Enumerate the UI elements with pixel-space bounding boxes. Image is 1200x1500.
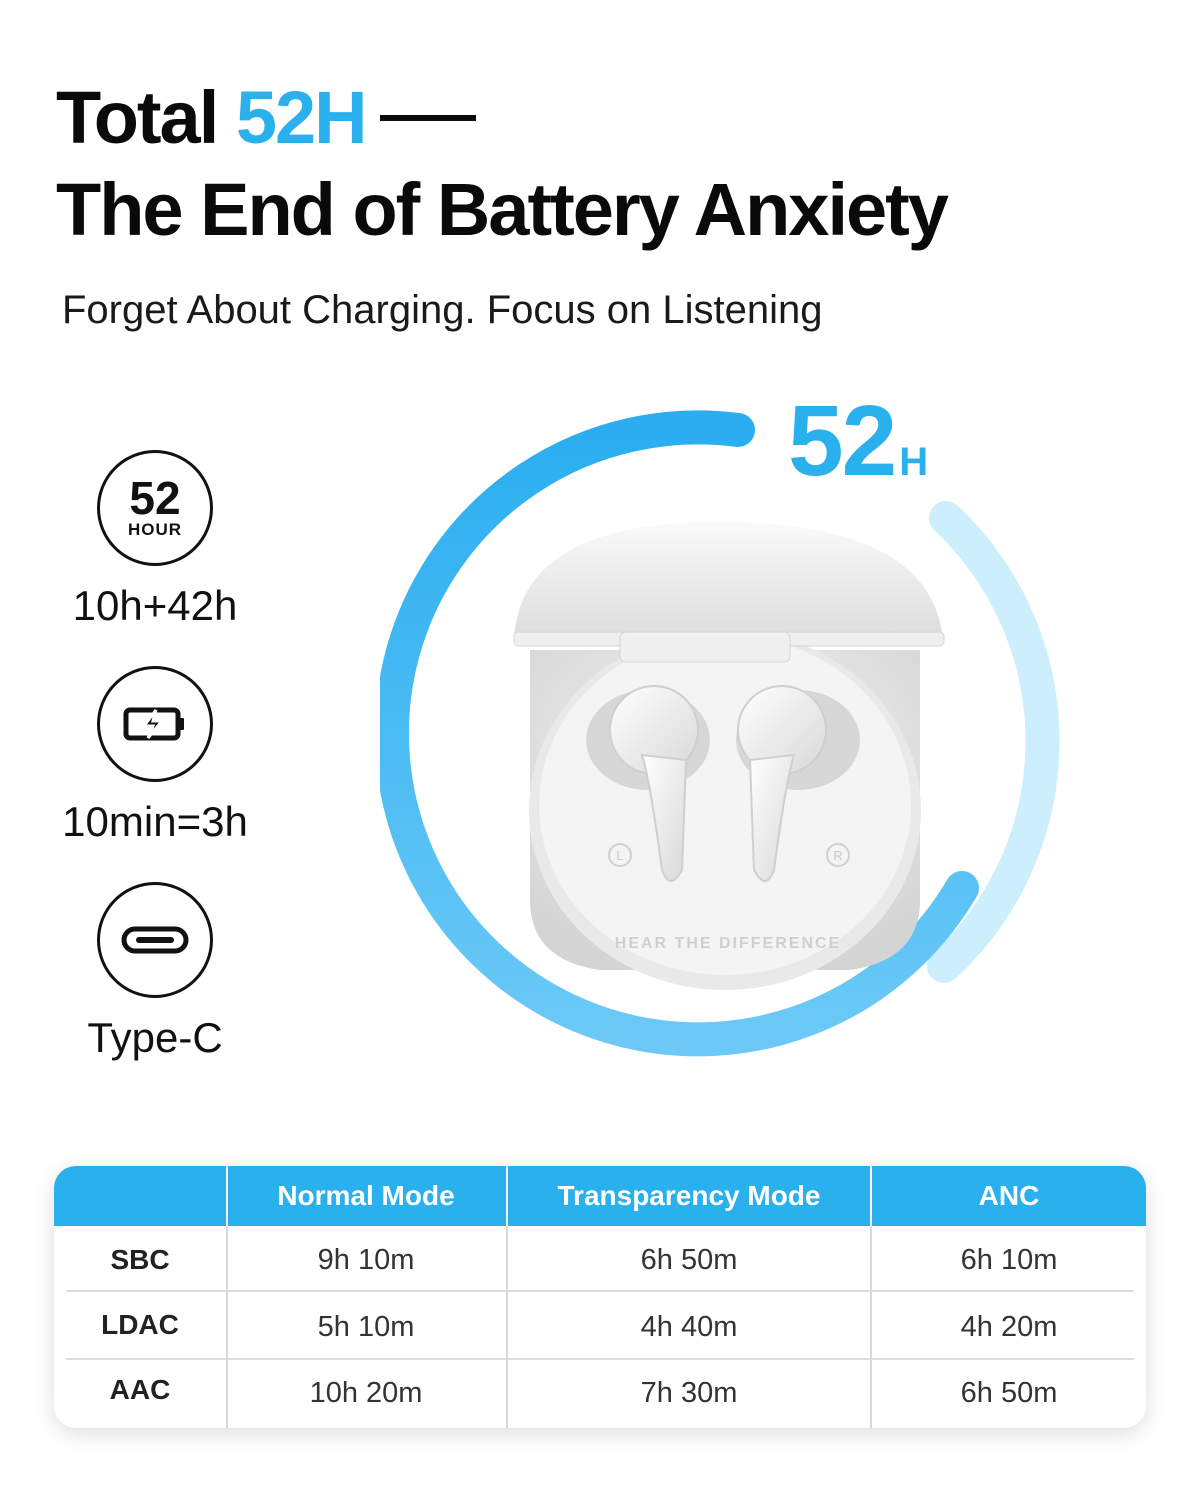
headline-line1: Total 52H	[56, 72, 947, 164]
headline-dash	[379, 115, 476, 122]
row-divider	[66, 1290, 1134, 1292]
table-row-header: SBC	[110, 1244, 170, 1275]
table-header-anc: ANC	[978, 1180, 1040, 1211]
badge-number: 52	[129, 472, 181, 524]
table-row-header: AAC	[109, 1374, 171, 1405]
table-header-row	[54, 1166, 1146, 1226]
table-row-header: LDAC	[101, 1309, 179, 1340]
battery-ring-illustration: L R HEAR THE DIFFERENCE	[380, 410, 1060, 1057]
table-cell: 10h 20m	[309, 1376, 423, 1409]
earbuds-case-icon: L R HEAR THE DIFFERENCE	[513, 521, 945, 990]
fast-charge-battery-icon	[97, 666, 213, 782]
battery-ring-number: 52	[788, 385, 897, 497]
headline: Total 52H The End of Battery Anxiety	[56, 72, 949, 256]
badge-unit: HOUR	[127, 520, 183, 539]
header-divider	[226, 1166, 228, 1226]
header-divider	[506, 1166, 508, 1226]
hour-badge-icon: 52 HOUR	[97, 450, 213, 566]
table-cell: 5h 10m	[317, 1310, 415, 1343]
feature-label-type-c: Type-C	[87, 1014, 223, 1061]
battery-ring-unit: H	[899, 440, 929, 484]
row-divider	[66, 1358, 1134, 1360]
header-divider	[870, 1166, 872, 1226]
feature-usb-c: Type-C	[40, 882, 270, 1062]
usb-type-c-icon	[97, 882, 213, 998]
table-cell: 4h 40m	[640, 1310, 738, 1343]
case-engraving-text: HEAR THE DIFFERENCE	[615, 935, 841, 952]
headline-prefix: Total	[56, 76, 219, 159]
column-divider	[506, 1226, 508, 1428]
headline-highlight: 52H	[235, 76, 368, 159]
feature-label-hours: 10h+42h	[72, 582, 238, 629]
case-left-mark: L	[616, 848, 623, 863]
battery-ring-label: 52 H	[788, 384, 928, 499]
table-cell: 6h 50m	[960, 1376, 1058, 1409]
table-cell: 4h 20m	[960, 1310, 1058, 1343]
table-cell: 6h 50m	[640, 1243, 738, 1276]
case-right-mark: R	[833, 848, 842, 863]
column-divider	[870, 1226, 872, 1428]
table-header-normal: Normal Mode	[277, 1180, 455, 1211]
feature-label-charge: 10min=3h	[62, 798, 248, 845]
ring-progress	[380, 410, 979, 1057]
ring-track	[927, 501, 1060, 983]
table-header-corner	[54, 1166, 226, 1226]
feature-total-hours: 52 HOUR 10h+42h	[40, 450, 270, 630]
headline-line2: The End of Battery Anxiety	[56, 168, 949, 251]
table-header-transparency: Transparency Mode	[557, 1180, 821, 1211]
table-cell: 7h 30m	[640, 1376, 738, 1409]
table-cell: 9h 10m	[317, 1243, 415, 1276]
feature-fast-charge: 10min=3h	[40, 666, 270, 846]
battery-life-table: Normal Mode Transparency Mode ANC SBC 9h…	[54, 1166, 1146, 1428]
column-divider	[226, 1226, 228, 1428]
table-cell: 6h 10m	[960, 1243, 1058, 1276]
subtitle: Forget About Charging. Focus on Listenin…	[62, 288, 823, 332]
